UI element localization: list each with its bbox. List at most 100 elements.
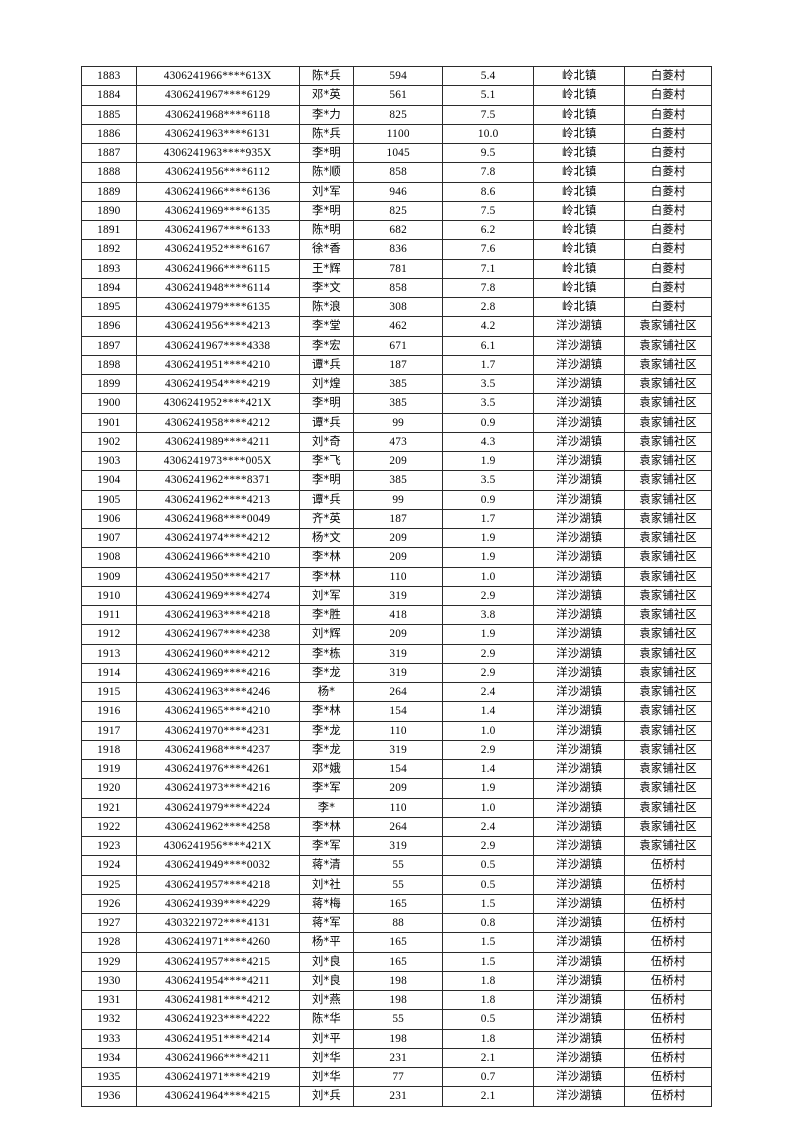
cell-town: 洋沙湖镇 <box>533 393 626 414</box>
cell-rate: 1.9 <box>442 624 535 645</box>
cell-id: 4306241952****421X <box>135 393 300 414</box>
cell-village: 袁家铺社区 <box>624 431 712 453</box>
cell-seq: 1902 <box>81 431 137 453</box>
table-row: 1917 4306241970****4231 李*龙 110 1.0 洋沙湖镇 袁家铺社区 <box>81 720 712 741</box>
cell-village: 袁家铺社区 <box>624 585 712 607</box>
cell-rate: 7.1 <box>442 258 535 279</box>
cell-village: 白菱村 <box>624 200 712 222</box>
cell-rate: 2.9 <box>442 739 535 761</box>
cell-town: 洋沙湖镇 <box>533 412 626 433</box>
cell-id: 4306241969****4274 <box>135 585 300 607</box>
cell-town: 洋沙湖镇 <box>533 566 626 587</box>
cell-town: 洋沙湖镇 <box>533 701 626 722</box>
cell-rate: 4.2 <box>442 316 535 337</box>
cell-rate: 0.9 <box>442 412 535 433</box>
cell-name: 陈*华 <box>298 1009 355 1030</box>
cell-town: 洋沙湖镇 <box>533 951 626 972</box>
cell-name: 蒋*清 <box>298 855 355 876</box>
table-row: 1890 4306241969****6135 李*明 825 7.5 岭北镇 白菱村 <box>81 200 712 222</box>
cell-village: 袁家铺社区 <box>624 489 712 510</box>
cell-rate: 0.5 <box>442 1009 535 1030</box>
cell-amount: 209 <box>353 527 444 549</box>
cell-name: 李*林 <box>298 566 355 587</box>
cell-name: 王*辉 <box>298 258 355 279</box>
cell-amount: 385 <box>353 393 444 414</box>
cell-village: 伍桥村 <box>624 989 712 1011</box>
table-row: 1925 4306241957****4218 刘*社 55 0.5 洋沙湖镇 伍桥村 <box>81 874 712 895</box>
cell-village: 白菱村 <box>624 239 712 260</box>
cell-name: 齐*英 <box>298 508 355 530</box>
cell-name: 李*宏 <box>298 335 355 356</box>
cell-id: 4306241957****4215 <box>135 951 300 972</box>
cell-village: 伍桥村 <box>624 855 712 876</box>
cell-town: 岭北镇 <box>533 258 626 279</box>
cell-amount: 418 <box>353 604 444 626</box>
cell-name: 李*明 <box>298 470 355 491</box>
cell-amount: 209 <box>353 547 444 568</box>
cell-rate: 10.0 <box>442 123 535 145</box>
cell-rate: 1.9 <box>442 450 535 472</box>
cell-town: 岭北镇 <box>533 85 626 106</box>
cell-amount: 88 <box>353 912 444 934</box>
table-row: 1929 4306241957****4215 刘*良 165 1.5 洋沙湖镇 伍桥村 <box>81 951 712 972</box>
cell-seq: 1917 <box>81 720 137 741</box>
cell-amount: 99 <box>353 412 444 433</box>
cell-village: 伍桥村 <box>624 1066 712 1088</box>
cell-village: 伍桥村 <box>624 893 712 915</box>
cell-seq: 1900 <box>81 393 137 414</box>
cell-name: 刘*军 <box>298 181 355 202</box>
cell-amount: 110 <box>353 566 444 587</box>
cell-village: 白菱村 <box>624 123 712 145</box>
cell-name: 李*堂 <box>298 316 355 337</box>
table-row: 1896 4306241956****4213 李*堂 462 4.2 洋沙湖镇 袁家铺社区 <box>81 316 712 337</box>
cell-seq: 1894 <box>81 277 137 299</box>
cell-seq: 1932 <box>81 1009 137 1030</box>
cell-id: 4306241979****4224 <box>135 797 300 818</box>
cell-seq: 1895 <box>81 296 137 318</box>
cell-seq: 1920 <box>81 778 137 799</box>
cell-id: 4306241951****4214 <box>135 1028 300 1049</box>
cell-village: 白菱村 <box>624 162 712 183</box>
cell-seq: 1884 <box>81 85 137 106</box>
cell-amount: 319 <box>353 643 444 664</box>
cell-name: 刘*社 <box>298 874 355 895</box>
cell-id: 4306241962****8371 <box>135 470 300 491</box>
cell-id: 4306241969****4216 <box>135 662 300 684</box>
cell-rate: 0.7 <box>442 1066 535 1088</box>
cell-village: 袁家铺社区 <box>624 335 712 356</box>
cell-name: 李*文 <box>298 277 355 299</box>
cell-rate: 7.8 <box>442 162 535 183</box>
cell-village: 袁家铺社区 <box>624 835 712 857</box>
table-row: 1915 4306241963****4246 杨* 264 2.4 洋沙湖镇 袁家铺社区 <box>81 681 712 703</box>
table-row: 1916 4306241965****4210 李*林 154 1.4 洋沙湖镇 袁家铺社区 <box>81 701 712 722</box>
table-row: 1889 4306241966****6136 刘*军 946 8.6 岭北镇 白菱村 <box>81 181 712 202</box>
cell-name: 杨* <box>298 681 355 703</box>
table-row: 1887 4306241963****935X 李*明 1045 9.5 岭北镇 白菱村 <box>81 142 712 164</box>
cell-id: 4306241966****6115 <box>135 258 300 279</box>
cell-id: 4306241976****4261 <box>135 758 300 780</box>
cell-village: 袁家铺社区 <box>624 758 712 780</box>
cell-amount: 858 <box>353 277 444 299</box>
cell-amount: 110 <box>353 720 444 741</box>
cell-name: 陈*明 <box>298 219 355 241</box>
cell-rate: 2.9 <box>442 662 535 684</box>
cell-village: 袁家铺社区 <box>624 643 712 664</box>
table-row: 1900 4306241952****421X 李*明 385 3.5 洋沙湖镇 袁家铺社区 <box>81 393 712 414</box>
cell-rate: 1.7 <box>442 508 535 530</box>
cell-town: 洋沙湖镇 <box>533 335 626 356</box>
cell-name: 李*龙 <box>298 739 355 761</box>
cell-name: 蒋*军 <box>298 912 355 934</box>
cell-village: 伍桥村 <box>624 951 712 972</box>
table-row: 1883 4306241966****613X 陈*兵 594 5.4 岭北镇 白菱村 <box>81 65 712 87</box>
cell-name: 李*林 <box>298 816 355 838</box>
table-row: 1898 4306241951****4210 谭*兵 187 1.7 洋沙湖镇 袁家铺社区 <box>81 354 712 376</box>
table-body: 1883 4306241966****613X 陈*兵 594 5.4 岭北镇 白菱村 188… <box>81 65 712 1107</box>
cell-name: 谭*兵 <box>298 412 355 433</box>
cell-name: 杨*文 <box>298 527 355 549</box>
cell-town: 洋沙湖镇 <box>533 1047 626 1069</box>
cell-amount: 319 <box>353 835 444 857</box>
cell-village: 袁家铺社区 <box>624 720 712 741</box>
cell-village: 袁家铺社区 <box>624 316 712 337</box>
cell-name: 邓*娥 <box>298 758 355 780</box>
